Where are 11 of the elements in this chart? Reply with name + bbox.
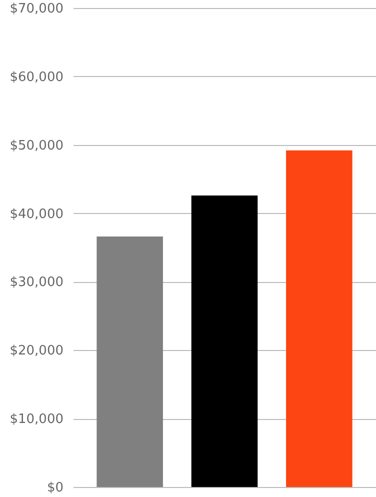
y-tick-label: $20,000 [10, 344, 64, 359]
y-tick-label: $70,000 [10, 2, 64, 16]
y-tick-label: $30,000 [10, 275, 64, 290]
y-tick-label: $10,000 [10, 412, 64, 428]
y-tick-label: $40,000 [10, 206, 64, 222]
y-tick-label: $50,000 [10, 138, 64, 154]
y-tick-label: $0 [46, 480, 64, 496]
bar [286, 150, 352, 487]
bar [96, 236, 163, 487]
bar [191, 195, 258, 487]
y-tick-label: $60,000 [10, 70, 64, 85]
